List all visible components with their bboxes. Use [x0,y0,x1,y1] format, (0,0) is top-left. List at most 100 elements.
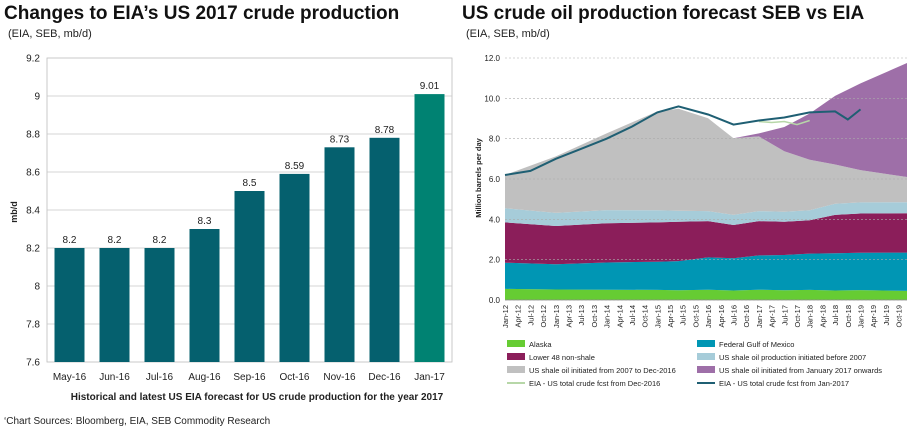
left-bar-value-label: 8.73 [330,134,350,145]
right-y-tick-label: 6.0 [489,175,501,184]
right-y-tick-label: 2.0 [489,256,501,265]
right-legend-swatch [697,353,715,360]
left-bar-value-label: 8.5 [243,178,257,189]
right-forecast-line [758,119,810,126]
left-bar-value-label: 8.2 [108,235,122,246]
right-x-tick-label: Apr-17 [768,305,777,328]
left-chart-title: Changes to EIA’s US 2017 crude productio… [4,3,400,24]
right-area-series [505,288,907,300]
right-x-tick-label: Jan-13 [552,305,561,328]
left-x-tick-label: Jan-17 [414,372,445,383]
left-bar-value-label: 8.78 [375,125,395,136]
right-x-tick-label: Apr-15 [666,305,675,328]
right-chart-ylabel: Million barrels per day [474,137,483,217]
right-legend-swatch [507,340,525,347]
right-x-tick-label: Jan-16 [704,305,713,328]
left-y-tick-label: 8.2 [26,244,40,255]
right-x-tick-label: Apr-16 [717,305,726,328]
right-x-tick-label: Apr-19 [869,305,878,328]
left-bar [324,147,355,362]
left-x-tick-label: Oct-16 [279,372,309,383]
right-legend-label: US shale oil initiated from 2007 to Dec-… [529,366,676,375]
right-x-tick-label: Oct-17 [793,305,802,328]
right-x-tick-label: Oct-15 [691,305,700,328]
right-x-tick-label: Jan-14 [603,305,612,328]
left-chart-xlabel: Historical and latest US EIA forecast fo… [71,392,444,403]
right-y-tick-label: 0.0 [489,296,501,305]
right-x-tick-label: Oct-18 [844,305,853,328]
right-x-tick-label: Jan-17 [755,305,764,328]
left-bar-value-label: 8.2 [63,235,77,246]
right-x-tick-label: Oct-19 [895,305,904,328]
right-x-tick-label: Jan-15 [653,305,662,328]
right-area-series [505,108,907,215]
right-x-tick-label: Apr-14 [615,305,624,328]
right-area-series [505,252,907,291]
right-x-tick-label: Jul-19 [882,305,891,325]
right-x-tick-label: Jul-17 [780,305,789,325]
left-x-tick-label: Dec-16 [368,372,401,383]
left-y-tick-label: 9.2 [26,54,40,65]
left-x-tick-label: Jul-16 [146,372,174,383]
right-y-tick-label: 12.0 [484,54,500,63]
left-bar-chart: 7.6 7.8 8 8.2 8.4 8.6 8.8 9 9.2 8.2 May-16 8.2 Jun-1… [9,54,453,403]
left-bar-value-label: 9.01 [420,81,440,92]
right-legend-swatch [507,353,525,360]
right-legend-label: EIA - US total crude fcst from Jan-2017 [719,379,849,388]
right-y-tick-label: 10.0 [484,94,500,103]
right-x-tick-label: Oct-13 [590,305,599,328]
right-area-series [505,213,907,265]
right-x-tick-label: Jan-19 [857,305,866,328]
right-x-tick-label: Jul-14 [628,305,637,325]
right-y-tick-label: 4.0 [489,215,501,224]
left-bar [189,229,220,362]
right-x-tick-label: Oct-16 [742,305,751,328]
right-x-tick-label: Oct-14 [641,305,650,328]
right-legend-label: US shale oil initiated from January 2017… [719,366,882,375]
left-bar-value-label: 8.59 [285,161,305,172]
right-chart-subtitle: (EIA, SEB, mb/d) [466,28,550,40]
left-chart-ylabel: mb/d [9,201,19,223]
right-legend-swatch [697,340,715,347]
right-forecast-line [504,105,862,176]
right-legend-label: Alaska [529,340,552,349]
right-x-tick-label: Oct-12 [539,305,548,328]
left-x-tick-label: Sep-16 [233,372,266,383]
right-legend-label: EIA - US total crude fcst from Dec-2016 [529,379,660,388]
right-legend-label: US shale oil production initiated before… [719,353,866,362]
right-x-tick-label: Jul-12 [526,305,535,325]
right-chart-title: US crude oil production forecast SEB vs … [462,3,865,24]
right-x-tick-label: Jan-12 [501,305,510,328]
right-area-series [505,63,907,177]
left-y-tick-label: 7.6 [26,358,40,369]
left-y-tick-label: 8.6 [26,168,40,179]
right-x-tick-label: Jul-13 [577,305,586,325]
right-legend-label: Lower 48 non-shale [529,353,595,362]
right-x-tick-label: Apr-12 [514,305,523,328]
right-x-tick-label: Jul-16 [730,305,739,325]
right-legend-label: Federal Gulf of Mexico [719,340,794,349]
left-bar [144,248,175,362]
left-x-tick-label: Nov-16 [323,372,356,383]
left-x-tick-label: May-16 [53,372,87,383]
right-area-series [505,202,907,226]
left-bar-value-label: 8.3 [198,216,212,227]
left-x-tick-label: Jun-16 [99,372,130,383]
chart-sources: ​‘Chart Sources: Bloomberg, EIA, SEB Com… [4,416,271,427]
right-x-tick-label: Jul-15 [679,305,688,325]
right-x-tick-label: Jan-18 [806,305,815,328]
left-bar [414,94,445,362]
left-y-tick-label: 8.8 [26,130,40,141]
right-y-tick-label: 8.0 [489,135,501,144]
left-x-tick-label: Aug-16 [188,372,221,383]
left-chart-subtitle: (EIA, SEB, mb/d) [8,28,92,40]
left-bar [369,137,400,362]
right-x-tick-label: Jul-18 [831,305,840,325]
right-x-tick-label: Apr-13 [565,305,574,328]
left-y-tick-label: 8 [34,282,40,293]
left-y-tick-label: 9 [34,92,40,103]
left-y-tick-label: 7.8 [26,320,40,331]
right-legend-swatch [507,366,525,373]
left-bar-value-label: 8.2 [153,235,167,246]
